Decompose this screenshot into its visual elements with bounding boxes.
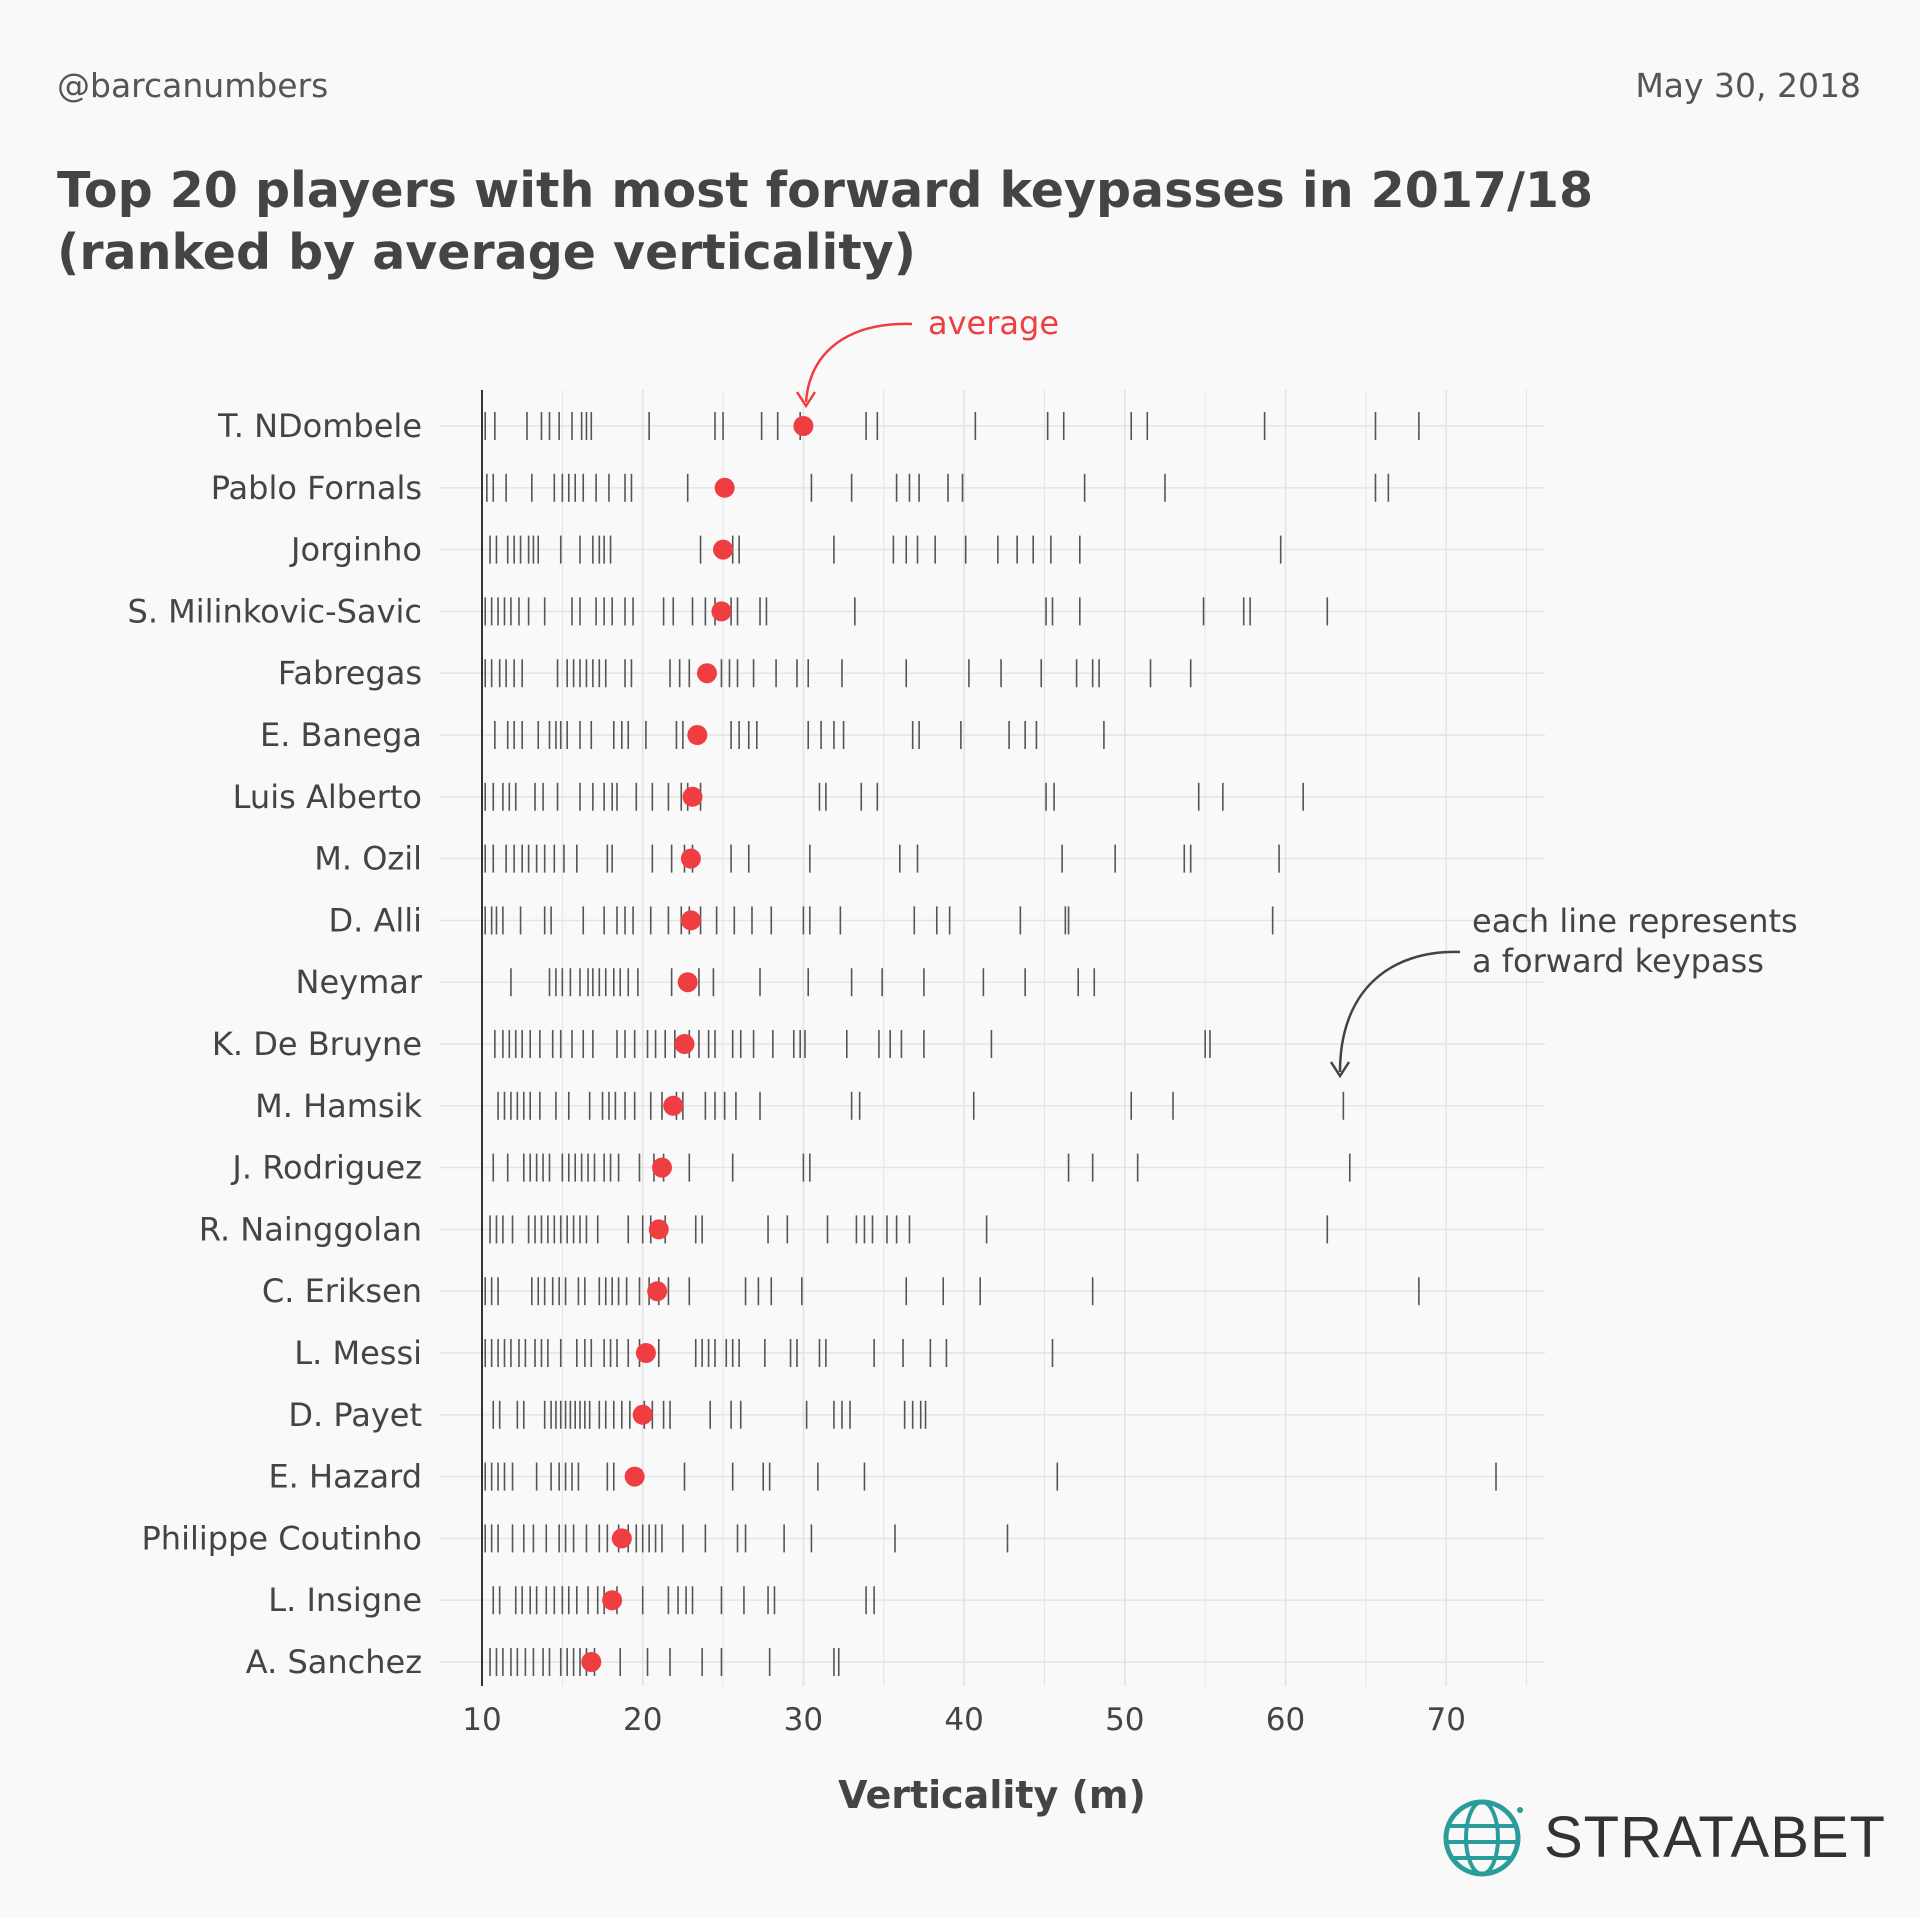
chart-background [8, 8, 1912, 1910]
average-dot [680, 910, 701, 931]
average-arrow [804, 322, 913, 403]
x-tick-label: 20 [623, 1702, 662, 1738]
x-tick-label: 40 [944, 1702, 983, 1738]
x-tick-label: 50 [1105, 1702, 1144, 1738]
average-dot [611, 1528, 632, 1549]
average-dot [674, 1034, 695, 1054]
player-label: R. Nainggolan [199, 1210, 422, 1248]
player-label: L. Insigne [268, 1581, 422, 1619]
player-row: Luis Alberto [233, 778, 1304, 816]
average-dot [687, 725, 708, 745]
player-row: Pablo Fornals [211, 469, 1390, 507]
average-dot [711, 601, 732, 622]
player-label: Philippe Coutinho [141, 1519, 422, 1557]
player-label: M. Ozil [314, 840, 422, 878]
player-label: L. Messi [294, 1334, 422, 1372]
average-dot [680, 848, 701, 869]
player-label: D. Alli [328, 901, 422, 939]
player-label: M. Hamsik [255, 1087, 422, 1125]
player-label: C. Eriksen [262, 1272, 422, 1310]
player-row: Fabregas [278, 654, 1192, 692]
average-dot [663, 1095, 684, 1116]
player-row: E. Banega [260, 716, 1105, 754]
player-label: J. Rodriguez [230, 1149, 422, 1187]
x-tick-label: 70 [1426, 1702, 1465, 1738]
player-row: M. Ozil [314, 840, 1280, 878]
player-row: K. De Bruyne [212, 1025, 1211, 1063]
player-row: S. Milinkovic-Savic [128, 592, 1329, 630]
player-row: J. Rodriguez [230, 1149, 1351, 1187]
player-label: T. NDombele [217, 407, 422, 445]
player-label: Pablo Fornals [211, 469, 422, 507]
average-dot [635, 1343, 656, 1363]
x-axis: 10 20 30 40 50 60 70 [462, 1702, 1466, 1738]
player-label: D. Payet [288, 1396, 422, 1434]
player-row: R. Nainggolan [199, 1210, 1329, 1248]
publish-date: May 30, 2018 [1635, 66, 1861, 105]
average-arrow-head [795, 391, 817, 409]
average-dot [651, 1157, 672, 1178]
player-label: K. De Bruyne [212, 1025, 422, 1063]
chart-title-line-2: (ranked by average verticality) [57, 224, 917, 281]
average-annotation: average [928, 304, 1059, 342]
player-row: C. Eriksen [262, 1272, 1420, 1310]
player-row: Philippe Coutinho [141, 1519, 1009, 1557]
average-dot [632, 1404, 653, 1425]
pass-line-annotation-line-1: each line represents [1472, 902, 1798, 940]
average-dot [696, 663, 717, 684]
player-row: E. Hazard [268, 1458, 1497, 1496]
x-tick-label: 30 [784, 1702, 823, 1738]
average-dot [624, 1466, 645, 1487]
player-label: Luis Alberto [233, 778, 422, 816]
player-row: D. Payet [288, 1396, 927, 1434]
grid [440, 390, 1545, 1686]
player-label: E. Banega [260, 716, 422, 754]
player-row: L. Messi [294, 1334, 1054, 1372]
player-row: T. NDombele [217, 407, 1420, 445]
player-label: Fabregas [278, 654, 422, 692]
average-dot [602, 1590, 623, 1611]
twitter-handle: @barcanumbers [57, 66, 329, 105]
pass-line-annotation-line-2: a forward keypass [1472, 942, 1764, 980]
average-dot [647, 1281, 668, 1302]
player-rows: T. NDombele Pablo Fornals Jorginho S. Milin… [128, 407, 1497, 1681]
chart-title-line-1: Top 20 players with most forward keypass… [57, 162, 1594, 219]
average-dot [793, 416, 814, 436]
pass-line-arrow [1338, 950, 1461, 1073]
x-tick-label: 10 [462, 1702, 501, 1738]
player-row: M. Hamsik [255, 1087, 1345, 1125]
average-dot [581, 1652, 602, 1672]
player-row: A. Sanchez [246, 1643, 840, 1681]
average-dot [682, 786, 703, 807]
average-dot [648, 1219, 669, 1240]
globe-icon [1443, 1799, 1523, 1877]
x-tick-label: 60 [1266, 1702, 1305, 1738]
average-dot [713, 539, 734, 560]
player-row: D. Alli [328, 901, 1274, 939]
player-row: L. Insigne [268, 1581, 875, 1619]
player-label: E. Hazard [268, 1458, 422, 1496]
player-row: Neymar [296, 963, 1096, 1001]
player-label: A. Sanchez [246, 1643, 422, 1681]
player-label: Neymar [296, 963, 423, 1001]
player-row: Jorginho [289, 531, 1282, 569]
pass-line-arrow-head [1329, 1061, 1351, 1079]
average-dot [677, 972, 698, 993]
brand-name: STRATABET [1544, 1805, 1886, 1870]
player-label: Jorginho [289, 531, 422, 569]
average-dot [714, 477, 735, 498]
chart-title: Top 20 players with most forward keypass… [57, 160, 1593, 284]
x-axis-label: Verticality (m) [838, 1773, 1146, 1817]
player-label: S. Milinkovic-Savic [128, 592, 423, 630]
stratabet-logo: STRATABET [1440, 1796, 1885, 1880]
